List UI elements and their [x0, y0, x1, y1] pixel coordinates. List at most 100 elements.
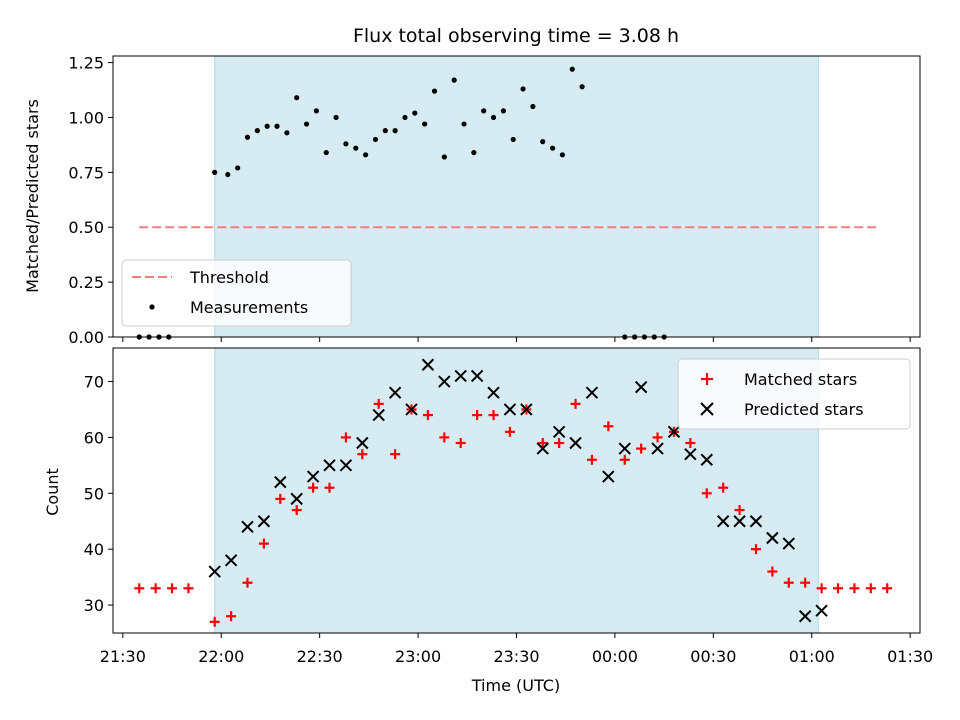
- matched-star-point: [183, 583, 194, 594]
- matched-star-point: [619, 454, 630, 465]
- matched-star-point: [373, 398, 384, 409]
- predicted-star-point: [421, 358, 435, 371]
- predicted-star-point: [274, 475, 287, 489]
- top-y-tick-label: 0.75: [68, 163, 104, 182]
- measurement-point: [540, 139, 546, 145]
- matched-star-point: [586, 454, 597, 465]
- matched-star-point: [308, 482, 319, 493]
- measurement-point: [402, 114, 408, 121]
- matched-star-point: [783, 577, 794, 588]
- matched-star-point: [226, 611, 237, 622]
- top-x-ticks: [122, 337, 911, 342]
- predicted-star-point: [241, 520, 254, 534]
- chart-title: Flux total observing time = 3.08 h: [353, 25, 679, 47]
- predicted-star-point: [667, 425, 681, 439]
- measurement-point: [225, 171, 231, 178]
- measurement-point: [382, 128, 388, 134]
- predicted-star-point: [454, 369, 467, 383]
- predicted-star-point: [618, 442, 631, 455]
- matched-star-point: [570, 398, 581, 409]
- matched-star-point: [472, 410, 483, 421]
- matched-star-point: [554, 438, 565, 448]
- top-y-tick-label: 0.25: [68, 273, 104, 292]
- top-y-axis-label: Matched/Predicted stars: [23, 99, 42, 293]
- predicted-star-point: [716, 515, 730, 528]
- top-legend-box: [121, 259, 352, 327]
- measurement-point: [362, 152, 369, 158]
- measurement-point: [235, 165, 241, 171]
- predicted-star-point: [257, 515, 271, 528]
- predicted-star-point: [700, 453, 713, 466]
- legend-measurements-label: Measurements: [190, 298, 308, 317]
- matched-star-point: [209, 616, 220, 627]
- x-tick-label: 22:30: [297, 647, 343, 666]
- bottom-y-tick-label: 70: [84, 373, 104, 392]
- predicted-star-point: [487, 386, 500, 399]
- matched-star-point: [701, 488, 712, 499]
- predicted-star-point: [766, 531, 779, 545]
- legend-matched-label: Matched stars: [744, 370, 857, 389]
- bottom-y-ticks: 30 40 50 60 70: [84, 373, 113, 615]
- predicted-star-point: [224, 554, 238, 567]
- matched-star-point: [357, 449, 368, 460]
- matched-star-point: [242, 577, 253, 588]
- legend-predicted-label: Predicted stars: [744, 400, 864, 419]
- measurement-point: [490, 114, 497, 121]
- matched-star-point: [832, 583, 843, 594]
- measurement-point: [559, 152, 566, 158]
- x-tick-label: 22:00: [198, 647, 244, 666]
- measurement-point: [353, 145, 359, 151]
- predicted-star-point: [503, 403, 517, 416]
- bottom-x-ticks: 21:30 22:00 22:30 23:00 23:30 00:00 00:30 01:00…: [100, 633, 933, 666]
- predicted-star-point: [782, 537, 795, 550]
- measurement-point: [303, 121, 310, 127]
- predicted-stars-points: [208, 358, 828, 623]
- matched-star-point: [734, 505, 745, 516]
- legend-matched-swatch: [701, 373, 713, 385]
- predicted-star-point: [552, 425, 566, 439]
- legend-threshold-label: Threshold: [189, 268, 269, 287]
- top-y-ticks: 0.00 0.25 0.50 0.75 1.00 1.25: [68, 54, 113, 347]
- matched-star-point: [275, 493, 286, 504]
- matched-star-point: [685, 438, 696, 448]
- top-y-tick-label: 1.00: [68, 108, 104, 127]
- bottom-y-tick-label: 60: [84, 428, 104, 447]
- legend-predicted-swatch: [700, 402, 714, 416]
- predicted-star-point: [372, 408, 385, 422]
- matched-star-point: [636, 443, 647, 454]
- measurement-point: [313, 108, 319, 114]
- measurement-point: [274, 123, 280, 129]
- measurement-point: [549, 145, 556, 151]
- matched-star-point: [652, 432, 663, 443]
- matched-star-point: [800, 577, 811, 588]
- measurement-point: [412, 110, 418, 116]
- predicted-star-point: [405, 403, 418, 416]
- measurement-point: [530, 103, 536, 110]
- predicted-star-point: [733, 515, 746, 528]
- top-y-tick-label: 0.00: [68, 328, 104, 347]
- measurement-point: [461, 121, 467, 127]
- measurement-point: [520, 86, 526, 92]
- matched-star-point: [488, 410, 499, 421]
- x-tick-label: 01:00: [789, 647, 835, 666]
- predicted-star-point: [798, 610, 812, 623]
- matched-star-point: [767, 566, 778, 577]
- top-panel: 0.00 0.25 0.50 0.75 1.00 1.25 Flux total obse…: [23, 25, 921, 347]
- measurement-point: [343, 141, 349, 147]
- matched-star-point: [750, 544, 761, 555]
- matched-star-point: [134, 583, 145, 594]
- measurement-point: [284, 130, 290, 136]
- matched-star-point: [865, 583, 876, 594]
- x-tick-label: 23:00: [395, 647, 441, 666]
- matched-star-point: [816, 583, 827, 594]
- matched-star-point: [439, 432, 450, 443]
- predicted-star-point: [388, 386, 402, 399]
- predicted-star-point: [520, 403, 533, 416]
- measurement-point: [422, 121, 428, 127]
- predicted-star-point: [651, 442, 664, 455]
- bottom-y-axis-label: Count: [43, 468, 62, 516]
- top-y-tick-label: 1.25: [68, 54, 104, 73]
- predicted-star-point: [290, 492, 303, 506]
- x-tick-label: 00:30: [690, 647, 736, 666]
